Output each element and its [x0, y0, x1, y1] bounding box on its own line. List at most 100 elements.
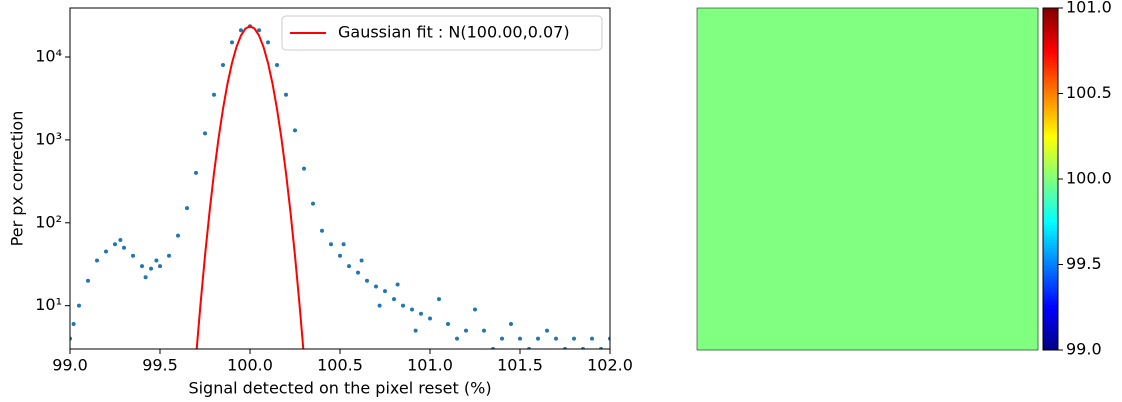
- scatter-point: [293, 128, 297, 133]
- colorbar-segment: [1043, 290, 1058, 294]
- colorbar-segment: [1043, 164, 1058, 169]
- scatter-point: [167, 253, 171, 258]
- colorbar-segment: [1043, 255, 1058, 260]
- colorbar-segment: [1043, 207, 1058, 211]
- heatmap-cell: [995, 264, 1039, 308]
- heatmap-cell: [697, 179, 741, 223]
- colorbar-segment: [1043, 181, 1058, 186]
- colorbar-segment: [1043, 344, 1058, 348]
- colorbar-segment: [1043, 30, 1058, 35]
- heatmap-cell: [782, 179, 826, 223]
- colorbar-segment: [1043, 247, 1058, 251]
- heatmap-cell: [952, 50, 996, 94]
- scatter-point: [359, 258, 364, 263]
- colorbar-segment: [1043, 119, 1058, 123]
- colorbar-segment: [1043, 73, 1058, 77]
- scatter-point: [266, 40, 270, 45]
- colorbar-segment: [1043, 113, 1058, 117]
- heatmap-cell: [697, 136, 741, 180]
- colorbar-segment: [1043, 159, 1058, 163]
- heatmap-cell: [739, 179, 783, 223]
- colorbar-segment: [1043, 170, 1058, 174]
- colorbar-segment: [1043, 264, 1058, 268]
- colorbar-segment: [1043, 99, 1058, 103]
- scatter-point: [257, 28, 261, 33]
- scatter-point: [329, 242, 333, 247]
- x-tick-label: 99.5: [142, 356, 178, 375]
- scatter-point: [203, 131, 207, 136]
- colorbar-segment: [1043, 53, 1058, 57]
- colorbar-segment: [1043, 298, 1058, 303]
- scatter-point: [77, 303, 81, 308]
- colorbar-segment: [1043, 93, 1058, 97]
- colorbar-segment: [1043, 258, 1058, 263]
- plot-area: [70, 24, 610, 349]
- scatter-point: [71, 322, 76, 327]
- colorbar-segment: [1043, 295, 1058, 300]
- scatter-point: [536, 336, 540, 341]
- scatter-point: [311, 201, 315, 206]
- colorbar-segment: [1043, 133, 1058, 137]
- scatter-point: [230, 40, 234, 45]
- heatmap-cell: [739, 221, 783, 265]
- scatter-point: [482, 328, 486, 333]
- heatmap-cell: [824, 93, 868, 137]
- colorbar-segment: [1043, 284, 1058, 288]
- scatter-point: [383, 289, 387, 294]
- colorbar-segment: [1043, 67, 1058, 72]
- heatmap-cell: [995, 50, 1039, 94]
- colorbar-segment: [1043, 84, 1058, 89]
- heatmap-cell: [867, 136, 911, 180]
- scatter-point: [122, 245, 126, 250]
- colorbar-segment: [1043, 213, 1058, 217]
- heatmap-cell: [995, 179, 1039, 223]
- scatter-point: [455, 336, 459, 341]
- scatter-point: [365, 278, 369, 283]
- scatter-point: [302, 166, 306, 171]
- scatter-point: [395, 282, 400, 287]
- colorbar-segment: [1043, 216, 1058, 220]
- x-tick-label: 100.0: [227, 356, 273, 375]
- colorbar-segment: [1043, 236, 1058, 240]
- y-tick-label: 10¹: [35, 295, 62, 314]
- colorbar-segment: [1043, 275, 1058, 280]
- colorbar-segment: [1043, 102, 1058, 106]
- colorbar-segment: [1043, 141, 1058, 146]
- colorbar-segment: [1043, 281, 1058, 285]
- scatter-point: [104, 249, 108, 254]
- scatter-point: [131, 253, 135, 258]
- colorbar-segment: [1043, 347, 1058, 351]
- heatmap-cell: [952, 221, 996, 265]
- y-axis-label: Per px correction: [8, 111, 27, 247]
- colorbar-segment: [1043, 13, 1058, 18]
- colorbar-segment: [1043, 233, 1058, 237]
- colorbar-segment: [1043, 39, 1058, 43]
- colorbar-segment: [1043, 270, 1058, 274]
- heatmap-cell: [739, 136, 783, 180]
- heatmap-cell: [697, 221, 741, 265]
- image-frame: [696, 7, 1039, 351]
- colorbar-segment: [1043, 218, 1058, 223]
- x-tick-label: 100.5: [317, 356, 363, 375]
- colorbar-segment: [1043, 204, 1058, 208]
- heatmap-cell: [952, 136, 996, 180]
- colorbar-segment: [1043, 301, 1058, 305]
- heatmap-cell: [824, 8, 868, 52]
- colorbar-segment: [1043, 330, 1058, 334]
- colorbar-segment: [1043, 210, 1058, 214]
- colorbar-segment: [1043, 50, 1058, 55]
- scatter-point: [212, 92, 216, 97]
- colorbar-segment: [1043, 33, 1058, 37]
- colorbar-segment: [1043, 332, 1058, 337]
- colorbar-segment: [1043, 244, 1058, 248]
- colorbar-segment: [1043, 187, 1058, 191]
- colorbar-segment: [1043, 310, 1058, 314]
- scatter-point: [140, 264, 144, 269]
- heatmap-cell: [995, 307, 1039, 351]
- colorbar-segment: [1043, 184, 1058, 189]
- colorbar-segment: [1043, 122, 1058, 126]
- colorbar-segment: [1043, 156, 1058, 160]
- heatmap-cell: [867, 264, 911, 308]
